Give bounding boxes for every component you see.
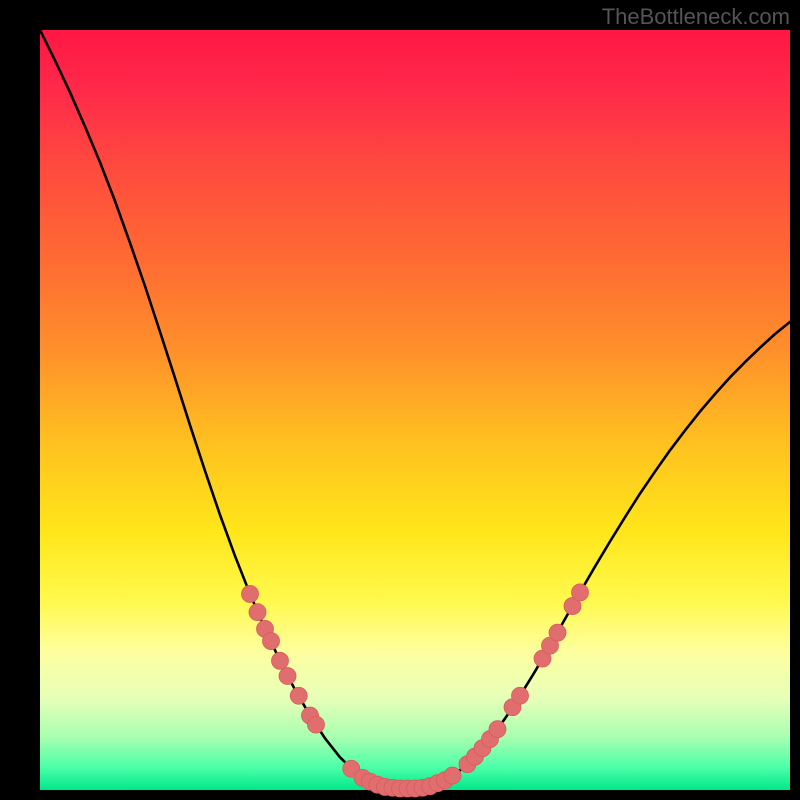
scatter-point: [263, 633, 280, 650]
scatter-point: [444, 767, 461, 784]
scatter-point: [279, 668, 296, 685]
scatter-point: [549, 624, 566, 641]
bottleneck-curve: [40, 30, 790, 788]
plot-area: [40, 30, 790, 790]
scatter-point: [249, 604, 266, 621]
scatter-point: [489, 721, 506, 738]
scatter-point: [308, 716, 325, 733]
scatter-group: [242, 584, 589, 797]
scatter-point: [242, 585, 259, 602]
chart-svg: [40, 30, 790, 790]
scatter-point: [572, 584, 589, 601]
scatter-point: [512, 687, 529, 704]
scatter-point: [290, 687, 307, 704]
watermark-text: TheBottleneck.com: [602, 4, 790, 30]
scatter-point: [272, 652, 289, 669]
